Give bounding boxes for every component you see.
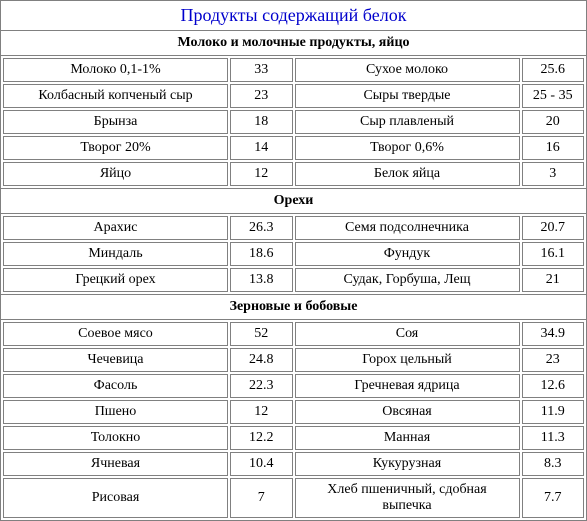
product-name: Брынза [3, 110, 228, 134]
product-name: Фасоль [3, 374, 228, 398]
table-row: Арахис 26.3 Семя подсолнечника 20.7 [3, 216, 584, 240]
product-value: 12.6 [522, 374, 585, 398]
table-row: Чечевица 24.8 Горох цельный 23 [3, 348, 584, 372]
table-row: Молоко 0,1-1% 33 Сухое молоко 25.6 [3, 58, 584, 82]
product-value: 14 [230, 136, 293, 160]
product-value: 12 [230, 400, 293, 424]
product-value: 7 [230, 478, 293, 518]
product-name: Чечевица [3, 348, 228, 372]
product-name: Сыры твердые [295, 84, 520, 108]
section-dairy: Молоко и молочные продукты, яйцо Молоко … [1, 31, 586, 189]
product-name: Соевое мясо [3, 322, 228, 346]
table-row: Толокно 12.2 Манная 11.3 [3, 426, 584, 450]
table-title: Продукты содержащий белок [1, 1, 586, 31]
product-name: Толокно [3, 426, 228, 450]
table-row: Колбасный копченый сыр 23 Сыры твердые 2… [3, 84, 584, 108]
product-value: 33 [230, 58, 293, 82]
product-name: Пшено [3, 400, 228, 424]
product-name: Молоко 0,1-1% [3, 58, 228, 82]
section-nuts: Орехи Арахис 26.3 Семя подсолнечника 20.… [1, 189, 586, 295]
product-value: 23 [522, 348, 585, 372]
table-row: Грецкий орех 13.8 Судак, Горбуша, Лещ 21 [3, 268, 584, 292]
product-name: Сыр плавленый [295, 110, 520, 134]
product-name: Арахис [3, 216, 228, 240]
product-value: 20 [522, 110, 585, 134]
product-name: Творог 0,6% [295, 136, 520, 160]
protein-table-container: Продукты содержащий белок Молоко и молоч… [0, 0, 587, 521]
product-name: Миндаль [3, 242, 228, 266]
product-value: 3 [522, 162, 585, 186]
section-table: Арахис 26.3 Семя подсолнечника 20.7 Минд… [1, 214, 586, 294]
product-value: 16.1 [522, 242, 585, 266]
product-value: 26.3 [230, 216, 293, 240]
product-name: Семя подсолнечника [295, 216, 520, 240]
product-value: 22.3 [230, 374, 293, 398]
product-name: Судак, Горбуша, Лещ [295, 268, 520, 292]
table-row: Рисовая 7 Хлеб пшеничный, сдобная выпечк… [3, 478, 584, 518]
table-row: Ячневая 10.4 Кукурузная 8.3 [3, 452, 584, 476]
product-value: 21 [522, 268, 585, 292]
product-value: 16 [522, 136, 585, 160]
product-name: Творог 20% [3, 136, 228, 160]
product-name: Хлеб пшеничный, сдобная выпечка [295, 478, 520, 518]
table-row: Пшено 12 Овсяная 11.9 [3, 400, 584, 424]
product-name: Яйцо [3, 162, 228, 186]
table-row: Творог 20% 14 Творог 0,6% 16 [3, 136, 584, 160]
product-value: 11.3 [522, 426, 585, 450]
section-header: Орехи [1, 189, 586, 214]
product-name: Рисовая [3, 478, 228, 518]
product-value: 23 [230, 84, 293, 108]
table-row: Фасоль 22.3 Гречневая ядрица 12.6 [3, 374, 584, 398]
product-value: 25.6 [522, 58, 585, 82]
section-table: Соевое мясо 52 Соя 34.9 Чечевица 24.8 Го… [1, 320, 586, 520]
product-value: 10.4 [230, 452, 293, 476]
product-name: Кукурузная [295, 452, 520, 476]
product-value: 12 [230, 162, 293, 186]
table-row: Яйцо 12 Белок яйца 3 [3, 162, 584, 186]
product-name: Белок яйца [295, 162, 520, 186]
product-value: 18.6 [230, 242, 293, 266]
product-value: 52 [230, 322, 293, 346]
product-name: Горох цельный [295, 348, 520, 372]
product-name: Сухое молоко [295, 58, 520, 82]
product-name: Ячневая [3, 452, 228, 476]
product-value: 18 [230, 110, 293, 134]
product-value: 7.7 [522, 478, 585, 518]
product-name: Грецкий орех [3, 268, 228, 292]
product-name: Манная [295, 426, 520, 450]
product-value: 8.3 [522, 452, 585, 476]
product-value: 34.9 [522, 322, 585, 346]
product-value: 13.8 [230, 268, 293, 292]
product-value: 12.2 [230, 426, 293, 450]
product-value: 25 - 35 [522, 84, 585, 108]
section-header: Зерновые и бобовые [1, 295, 586, 320]
product-name: Гречневая ядрица [295, 374, 520, 398]
product-name: Соя [295, 322, 520, 346]
section-header: Молоко и молочные продукты, яйцо [1, 31, 586, 56]
section-grains: Зерновые и бобовые Соевое мясо 52 Соя 34… [1, 295, 586, 520]
product-name: Фундук [295, 242, 520, 266]
table-row: Брынза 18 Сыр плавленый 20 [3, 110, 584, 134]
product-value: 11.9 [522, 400, 585, 424]
table-row: Соевое мясо 52 Соя 34.9 [3, 322, 584, 346]
table-row: Миндаль 18.6 Фундук 16.1 [3, 242, 584, 266]
product-name: Колбасный копченый сыр [3, 84, 228, 108]
section-table: Молоко 0,1-1% 33 Сухое молоко 25.6 Колба… [1, 56, 586, 188]
product-value: 24.8 [230, 348, 293, 372]
product-name: Овсяная [295, 400, 520, 424]
product-value: 20.7 [522, 216, 585, 240]
